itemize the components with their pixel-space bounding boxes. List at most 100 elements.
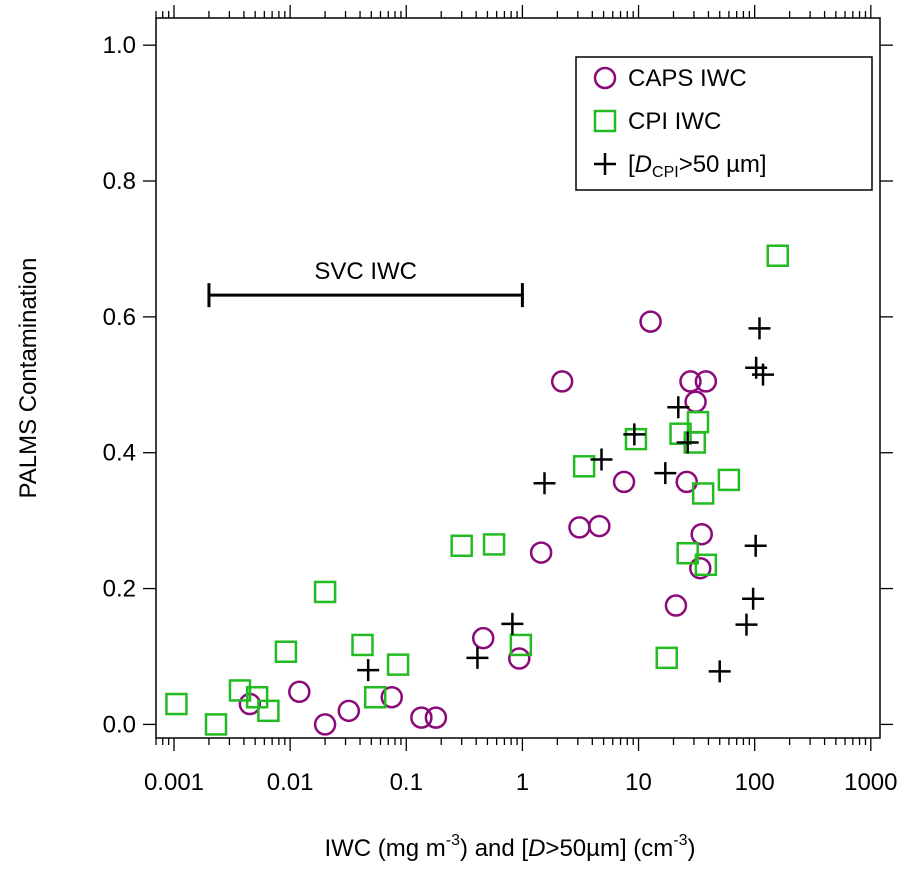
legend-symbols bbox=[593, 66, 617, 175]
square-point bbox=[274, 640, 298, 663]
legend-label-cpi: CPI IWC bbox=[628, 108, 721, 135]
plus-point bbox=[735, 613, 758, 636]
x-title-exp2: -3 bbox=[673, 832, 687, 849]
legend-dcpi-open: [ bbox=[628, 151, 635, 178]
circle-point bbox=[550, 370, 574, 393]
legend-box bbox=[575, 56, 873, 191]
y-tick-label: 0.4 bbox=[103, 440, 136, 467]
y-tick-label: 0.2 bbox=[103, 576, 136, 603]
x-tick-label: 10 bbox=[625, 769, 652, 796]
annotation-layer: SVC IWC bbox=[207, 258, 524, 308]
square-point bbox=[686, 410, 710, 434]
legend-symbol-circle bbox=[593, 66, 617, 90]
x-tick-label: 100 bbox=[735, 769, 775, 796]
square-point bbox=[204, 713, 228, 736]
x-title-mid: ) and [ bbox=[460, 835, 528, 862]
square-point bbox=[572, 455, 596, 478]
legend: CAPS IWC CPI IWC [DCPI>50 µm] bbox=[575, 56, 873, 191]
plus-point bbox=[708, 660, 731, 683]
plus-point bbox=[533, 472, 556, 495]
circle-point bbox=[471, 626, 495, 650]
y-axis-title: PALMS Contamination bbox=[15, 257, 42, 498]
circle-point bbox=[313, 713, 337, 736]
circle-point bbox=[568, 516, 591, 539]
x-tick-label: 0.1 bbox=[390, 769, 423, 796]
square-point bbox=[676, 541, 699, 565]
circle-point bbox=[424, 706, 448, 729]
plus-point bbox=[357, 659, 380, 682]
square-point bbox=[386, 653, 410, 676]
square-point bbox=[257, 699, 280, 723]
square-point bbox=[509, 633, 533, 657]
square-point bbox=[717, 468, 741, 492]
data-marks bbox=[165, 244, 789, 736]
x-title-end: ) bbox=[688, 835, 696, 862]
plus-point bbox=[466, 646, 489, 669]
plot-frame bbox=[155, 17, 881, 739]
y-tick-label: 0.0 bbox=[103, 711, 136, 738]
x-axis-title: IWC (mg m-3) and [D>50µm] (cm-3) bbox=[324, 832, 695, 862]
square-point bbox=[691, 482, 715, 505]
square-point bbox=[363, 685, 387, 709]
circle-point bbox=[684, 390, 707, 414]
legend-dcpi-italic: D bbox=[635, 151, 652, 178]
plus-point bbox=[654, 462, 677, 485]
plus-point bbox=[590, 448, 613, 471]
svc-range-label: SVC IWC bbox=[314, 258, 417, 285]
square-point bbox=[165, 692, 188, 716]
plus-point bbox=[501, 612, 524, 635]
x-title-italic: D bbox=[528, 835, 545, 862]
square-point bbox=[351, 633, 374, 657]
y-tick-label: 0.6 bbox=[103, 304, 136, 331]
plus-point bbox=[667, 396, 690, 419]
series-circle bbox=[238, 310, 718, 736]
x-title-pre: IWC (mg m bbox=[324, 835, 445, 862]
plus-point bbox=[748, 317, 771, 340]
square-point bbox=[245, 685, 269, 709]
plus-point bbox=[752, 363, 775, 386]
x-axis-ticks: 0.001 0.01 0.1 1 10 100 1000 bbox=[144, 5, 897, 796]
series-plus bbox=[357, 317, 775, 683]
circle-point bbox=[694, 370, 718, 393]
circle-point bbox=[288, 680, 311, 704]
circle-point bbox=[664, 594, 688, 617]
square-point bbox=[655, 646, 679, 670]
plus-point bbox=[742, 587, 765, 610]
square-point bbox=[694, 553, 718, 577]
circle-point bbox=[679, 370, 702, 393]
square-point bbox=[450, 534, 473, 558]
x-tick-label: 1000 bbox=[844, 769, 897, 796]
legend-symbol-square bbox=[593, 109, 617, 133]
circle-point bbox=[588, 514, 611, 538]
circle-point bbox=[380, 685, 404, 709]
legend-label-dcpi: [DCPI>50 µm] bbox=[628, 151, 767, 181]
legend-dcpi-close: >50 µm] bbox=[679, 151, 767, 178]
circle-point bbox=[612, 470, 636, 494]
x-tick-label: 0.01 bbox=[267, 769, 314, 796]
square-point bbox=[482, 533, 506, 556]
x-tick-label: 1 bbox=[516, 769, 529, 796]
square-point bbox=[766, 244, 789, 267]
circle-point bbox=[690, 522, 713, 546]
circle-point bbox=[639, 310, 662, 333]
square-point bbox=[313, 580, 337, 604]
square-point bbox=[624, 427, 648, 451]
circle-point bbox=[337, 699, 361, 723]
x-title-post: >50µm] (cm bbox=[545, 835, 673, 862]
x-title-exp1: -3 bbox=[446, 832, 460, 849]
plus-point bbox=[623, 423, 646, 446]
legend-dcpi-sub: CPI bbox=[652, 164, 679, 181]
y-axis-ticks: 0.0 0.2 0.4 0.6 0.8 1.0 bbox=[103, 32, 893, 738]
plus-point bbox=[744, 534, 767, 557]
x-tick-label: 0.001 bbox=[144, 769, 204, 796]
circle-point bbox=[410, 706, 433, 729]
legend-label-caps: CAPS IWC bbox=[628, 65, 747, 92]
circle-point bbox=[508, 647, 531, 670]
circle-point bbox=[529, 541, 553, 564]
plus-point bbox=[676, 431, 699, 454]
legend-symbol-plus bbox=[594, 153, 616, 175]
y-tick-label: 0.8 bbox=[103, 168, 136, 195]
series-square bbox=[165, 244, 789, 736]
circle-point bbox=[675, 470, 698, 494]
